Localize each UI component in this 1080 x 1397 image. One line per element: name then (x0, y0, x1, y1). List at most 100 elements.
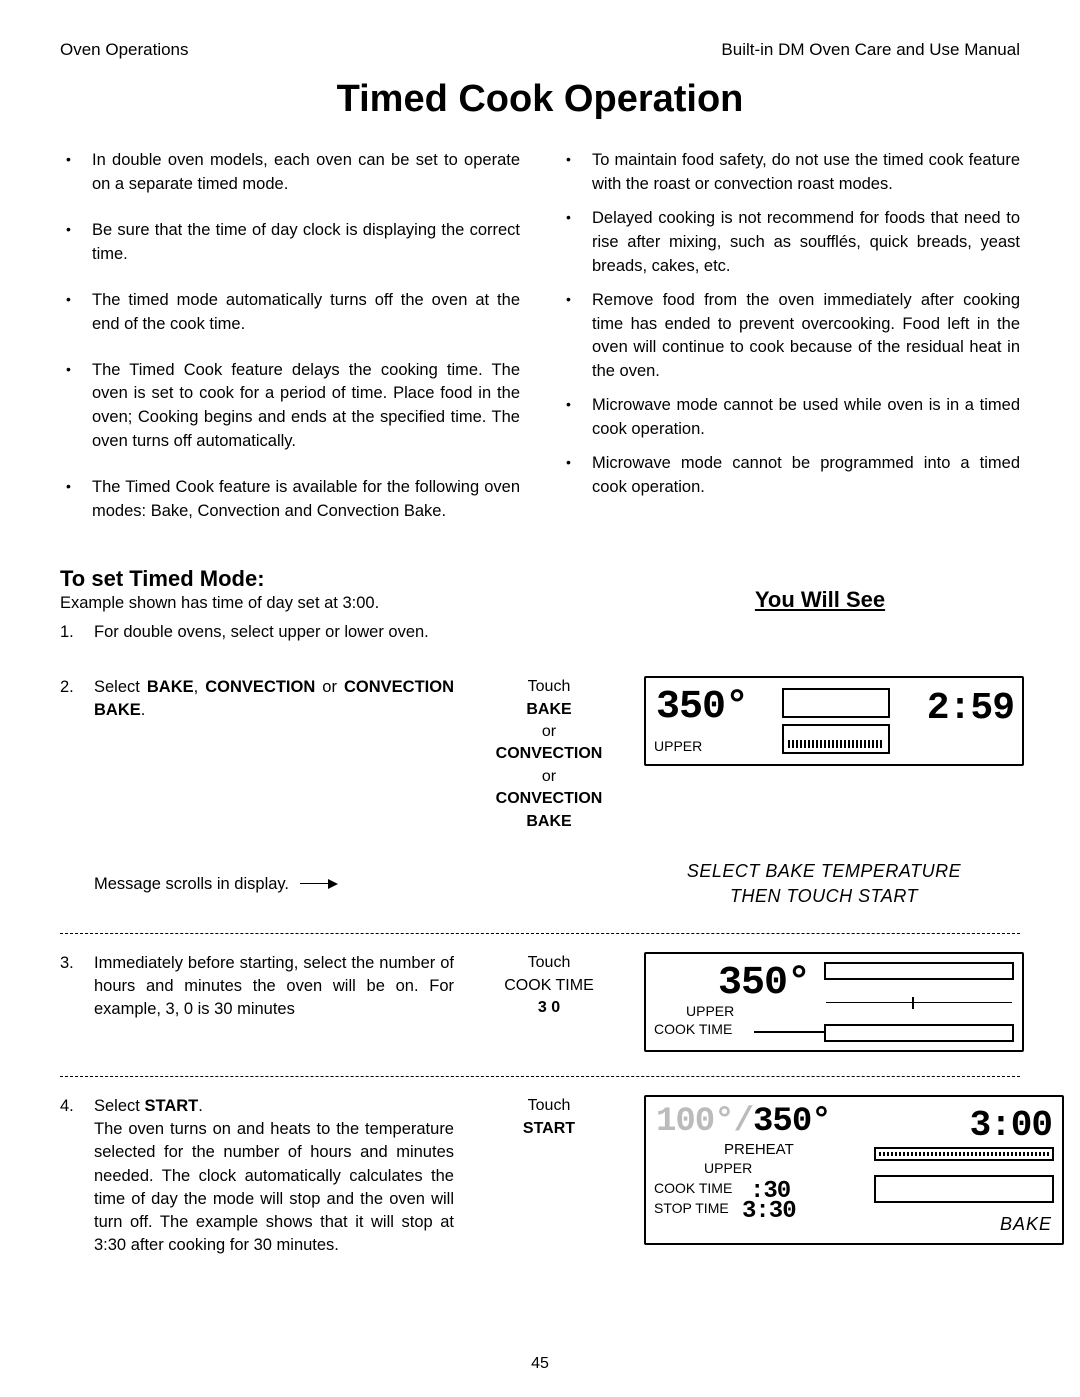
touch-column: Touch BAKE or CONVECTION or CONVECTION B… (474, 676, 624, 833)
oven-display-1: 350° UPPER 2:59 (644, 676, 1024, 766)
dashed-separator (60, 1076, 1020, 1077)
step-row: Select BAKE, CONVECTION or CONVECTION BA… (94, 676, 1024, 833)
display-temp-sep: / (734, 1103, 753, 1141)
step4-body-text: The oven turns on and heats to the tempe… (94, 1118, 454, 1257)
touch-line: CONVECTION (474, 743, 624, 765)
text: Select (94, 1097, 144, 1115)
right-bullets: To maintain food safety, do not use the … (560, 149, 1020, 500)
display-preheat-label: PREHEAT (724, 1139, 794, 1160)
scroll-display-line: SELECT BAKE TEMPERATURE (624, 859, 1024, 884)
display-column: 350° UPPER 2:59 (644, 676, 1024, 766)
touch-column: Touch COOK TIME 3 0 (474, 952, 624, 1019)
display-cooktime-label: COOK TIME (654, 1020, 732, 1040)
steps-list: 1. For double ovens, select upper or low… (60, 621, 1020, 909)
step-row: Select START. The oven turns on and heat… (94, 1095, 1064, 1257)
oven-display-3: 100°/350° PREHEAT UPPER COOK TIME STOP T… (644, 1095, 1064, 1245)
example-note: Example shown has time of day set at 3:0… (60, 594, 620, 613)
bullet-item: In double oven models, each oven can be … (60, 149, 520, 197)
touch-line: or (474, 721, 624, 743)
step-row: Immediately before starting, select the … (94, 952, 1024, 1052)
progress-box-icon (824, 962, 1014, 980)
step-instruction: Select START. The oven turns on and heat… (94, 1095, 454, 1257)
progress-box-icon (874, 1175, 1054, 1203)
display-right: 2:59 (896, 678, 1022, 764)
step-number: 4. (60, 1095, 94, 1257)
progress-box-icon (782, 688, 890, 718)
display-cooktime-label: COOK TIME (654, 1179, 732, 1199)
touch-line: 3 0 (474, 997, 624, 1019)
touch-column: Touch START (474, 1095, 624, 1140)
display-clock: 3:00 (970, 1101, 1052, 1151)
step-number: 2. (60, 676, 94, 909)
bullet-item: The timed mode automatically turns off t… (60, 289, 520, 337)
steps-list-2: 3. Immediately before starting, select t… (60, 952, 1020, 1052)
bullet-item: Remove food from the oven immediately af… (560, 289, 1020, 385)
bullet-item: Be sure that the time of day clock is di… (60, 219, 520, 267)
touch-line: COOK TIME (474, 975, 624, 997)
step-body: Select BAKE, CONVECTION or CONVECTION BA… (94, 676, 1024, 909)
display-temp: 350° (753, 1103, 831, 1141)
display-column: 100°/350° PREHEAT UPPER COOK TIME STOP T… (644, 1095, 1064, 1245)
display-temp: 350° (656, 680, 748, 736)
header-row: Oven Operations Built-in DM Oven Care an… (60, 40, 1020, 60)
display-stoptime-value: 3:30 (742, 1195, 796, 1229)
step-body: For double ovens, select upper or lower … (94, 621, 1020, 644)
bullet-item: The Timed Cook feature is available for … (60, 476, 520, 524)
you-will-see-heading: You Will See (620, 587, 1020, 613)
progress-box-icon (782, 724, 890, 754)
touch-line: Touch (474, 952, 624, 974)
page-number: 45 (0, 1355, 1080, 1373)
connector-line-icon (754, 1026, 826, 1038)
display-left: 350° UPPER (646, 678, 776, 764)
page-title: Timed Cook Operation (60, 78, 1020, 121)
display-upper-label: UPPER (654, 737, 702, 757)
scroll-display-line: THEN TOUCH START (624, 884, 1024, 909)
left-column: In double oven models, each oven can be … (60, 149, 520, 524)
step-1: 1. For double ovens, select upper or low… (60, 621, 1020, 644)
scroll-message-text: Message scrolls in display. (94, 875, 289, 893)
display-temp-ghost: 100° (656, 1103, 734, 1141)
scroll-message-display: SELECT BAKE TEMPERATURE THEN TOUCH START (624, 859, 1024, 909)
display-stoptime-label: STOP TIME (654, 1199, 729, 1219)
step-instruction: Immediately before starting, select the … (94, 952, 454, 1021)
bullet-item: To maintain food safety, do not use the … (560, 149, 1020, 197)
text: . (198, 1097, 203, 1115)
text: Select (94, 678, 147, 696)
bold: START (144, 1097, 198, 1115)
set-mode-heading-row: To set Timed Mode: Example shown has tim… (60, 566, 1020, 613)
header-right: Built-in DM Oven Care and Use Manual (721, 40, 1020, 60)
step-instruction: Select BAKE, CONVECTION or CONVECTION BA… (94, 676, 454, 722)
set-mode-heading-right: You Will See (620, 587, 1020, 613)
bold: BAKE (526, 813, 571, 830)
step-3: 3. Immediately before starting, select t… (60, 952, 1020, 1052)
step-number: 1. (60, 621, 94, 644)
bullet-item: The Timed Cook feature delays the cookin… (60, 359, 520, 455)
bold: START (523, 1120, 575, 1137)
text: , (194, 678, 206, 696)
display-bake-label: BAKE (1000, 1212, 1052, 1237)
step-number: 3. (60, 952, 94, 1052)
bullet-item: Delayed cooking is not recommend for foo… (560, 207, 1020, 279)
touch-line: START (474, 1118, 624, 1140)
set-mode-heading-left: To set Timed Mode: Example shown has tim… (60, 566, 620, 613)
touch-line: Touch (474, 676, 624, 698)
step-body: Immediately before starting, select the … (94, 952, 1024, 1052)
display-upper-label: UPPER (704, 1159, 752, 1179)
bold: 3 0 (538, 999, 560, 1016)
display-time: 2:59 (927, 682, 1014, 735)
bullet-item: Microwave mode cannot be programmed into… (560, 452, 1020, 500)
display-right-box (824, 962, 1014, 1042)
progress-box-icon (874, 1147, 1054, 1161)
header-left: Oven Operations (60, 40, 189, 60)
bold: CONVECTION (205, 678, 315, 696)
steps-list-3: 4. Select START. The oven turns on and h… (60, 1095, 1020, 1257)
bold: BAKE (526, 701, 571, 718)
bold: CONVECTION (496, 790, 603, 807)
left-bullets: In double oven models, each oven can be … (60, 149, 520, 524)
scroll-message-left: Message scrolls in display. (94, 873, 604, 896)
display-upper-label: UPPER (686, 1002, 734, 1022)
dashed-separator (60, 933, 1020, 934)
right-column: To maintain food safety, do not use the … (560, 149, 1020, 524)
intro-columns: In double oven models, each oven can be … (60, 149, 1020, 524)
touch-line: CONVECTION (474, 788, 624, 810)
